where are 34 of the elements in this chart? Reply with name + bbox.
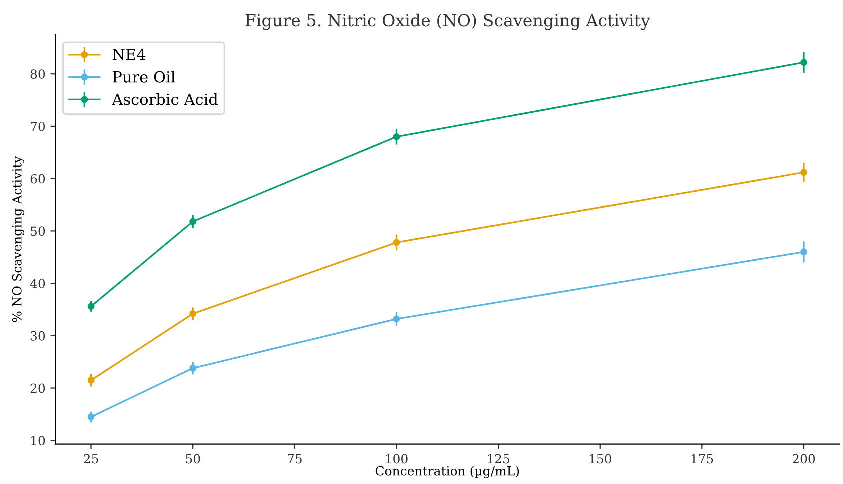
x-axis-title: Concentration (µg/mL) [376,466,520,478]
x-tick-label: 150 [590,454,612,464]
x-tick-label: 175 [692,454,714,464]
y-tick-label: 80 [30,70,46,80]
chart-title: Figure 5. Nitric Oxide (NO) Scavenging Activity [246,14,650,30]
point [800,169,808,176]
point [88,376,95,384]
point [88,414,95,421]
legend-label: Ascorbic Acid [112,93,218,106]
y-tick-label: 60 [30,174,46,184]
y-tick-label: 20 [30,384,46,394]
y-tick-label: 70 [31,122,46,132]
x-tick-label: 100 [386,454,408,464]
x-tick-label: 125 [488,454,510,464]
y-tick-label: 30 [30,331,46,341]
legend-label: NE4 [112,48,146,60]
point [190,310,197,318]
point [393,239,400,246]
x-tick-label: 200 [792,454,816,464]
point [393,133,400,140]
x-tick-label: 25 [84,454,98,464]
x-tick-label: 50 [186,454,200,464]
point [190,364,197,372]
point [190,218,197,226]
legend-label: Pure Oil [113,71,176,83]
point [800,248,808,256]
point [88,303,95,310]
y-axis-title: % NO Scavenging Activity [12,156,24,322]
point [393,316,400,323]
y-tick-label: 50 [31,226,46,236]
point [800,59,808,66]
x-tick-label: 75 [288,454,302,464]
y-tick-label: 40 [30,279,46,288]
y-tick-label: 10 [32,436,46,446]
